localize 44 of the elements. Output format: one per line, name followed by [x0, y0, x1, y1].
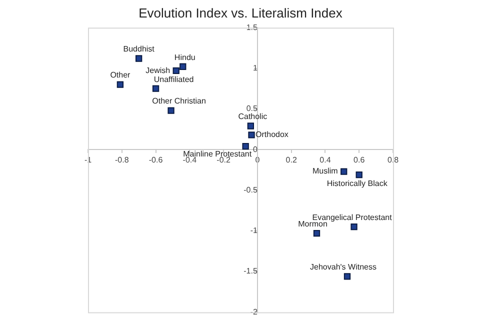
y-tick-label: -1.5: [244, 266, 258, 276]
annotation: Jewish: [146, 66, 170, 75]
point: [180, 63, 186, 70]
y-tick-label: 0: [252, 144, 258, 154]
point: [313, 230, 320, 237]
annotation: Orthodox: [256, 130, 288, 140]
point: [242, 142, 249, 150]
annotation: Jehovah's Witness: [310, 262, 376, 272]
annotation: Historically Black: [326, 178, 388, 188]
annotation: Other Christian: [152, 96, 206, 106]
y-tick-label: 0.5: [246, 104, 258, 114]
point: [168, 107, 174, 114]
y-tick-label: -0.5: [244, 185, 258, 194]
annotation: Catholic: [238, 112, 268, 122]
y-tick-label: 1.5: [246, 22, 258, 32]
x-tick-label: -0.8: [114, 156, 130, 165]
point: [340, 168, 348, 175]
annotation: Buddhist: [123, 44, 156, 54]
x-tick-label: 0.2: [286, 156, 298, 165]
x-tick-label: -0.6: [148, 156, 164, 165]
point: [136, 55, 142, 62]
point: [116, 81, 124, 88]
y-tick-label: -1: [250, 226, 258, 236]
y-tick-label: -2: [250, 307, 258, 316]
point: [248, 132, 255, 138]
annotation: Mormon: [298, 220, 328, 229]
annotation: Evangelical Protestant: [312, 213, 393, 222]
x-tick-label: 0.8: [387, 156, 400, 165]
annotation: Unaffiliated: [154, 74, 194, 84]
annotation: Muslim: [312, 166, 338, 176]
x-tick-label: -0.2: [216, 156, 231, 165]
annotation: Other: [110, 70, 131, 80]
point: [350, 223, 358, 230]
point: [247, 122, 254, 130]
point: [344, 273, 351, 280]
x-tick-label: 0.4: [320, 156, 332, 165]
x-tick-label: -0.4: [182, 156, 198, 165]
y-tick-label: 1: [252, 63, 258, 72]
x-tick-label: 0.6: [354, 156, 366, 165]
point: [172, 67, 180, 74]
annotation: Hindu: [174, 52, 196, 62]
chart-title: Evolution Index vs. Literalism Index: [138, 5, 343, 20]
point: [356, 171, 362, 178]
point: [152, 85, 160, 92]
